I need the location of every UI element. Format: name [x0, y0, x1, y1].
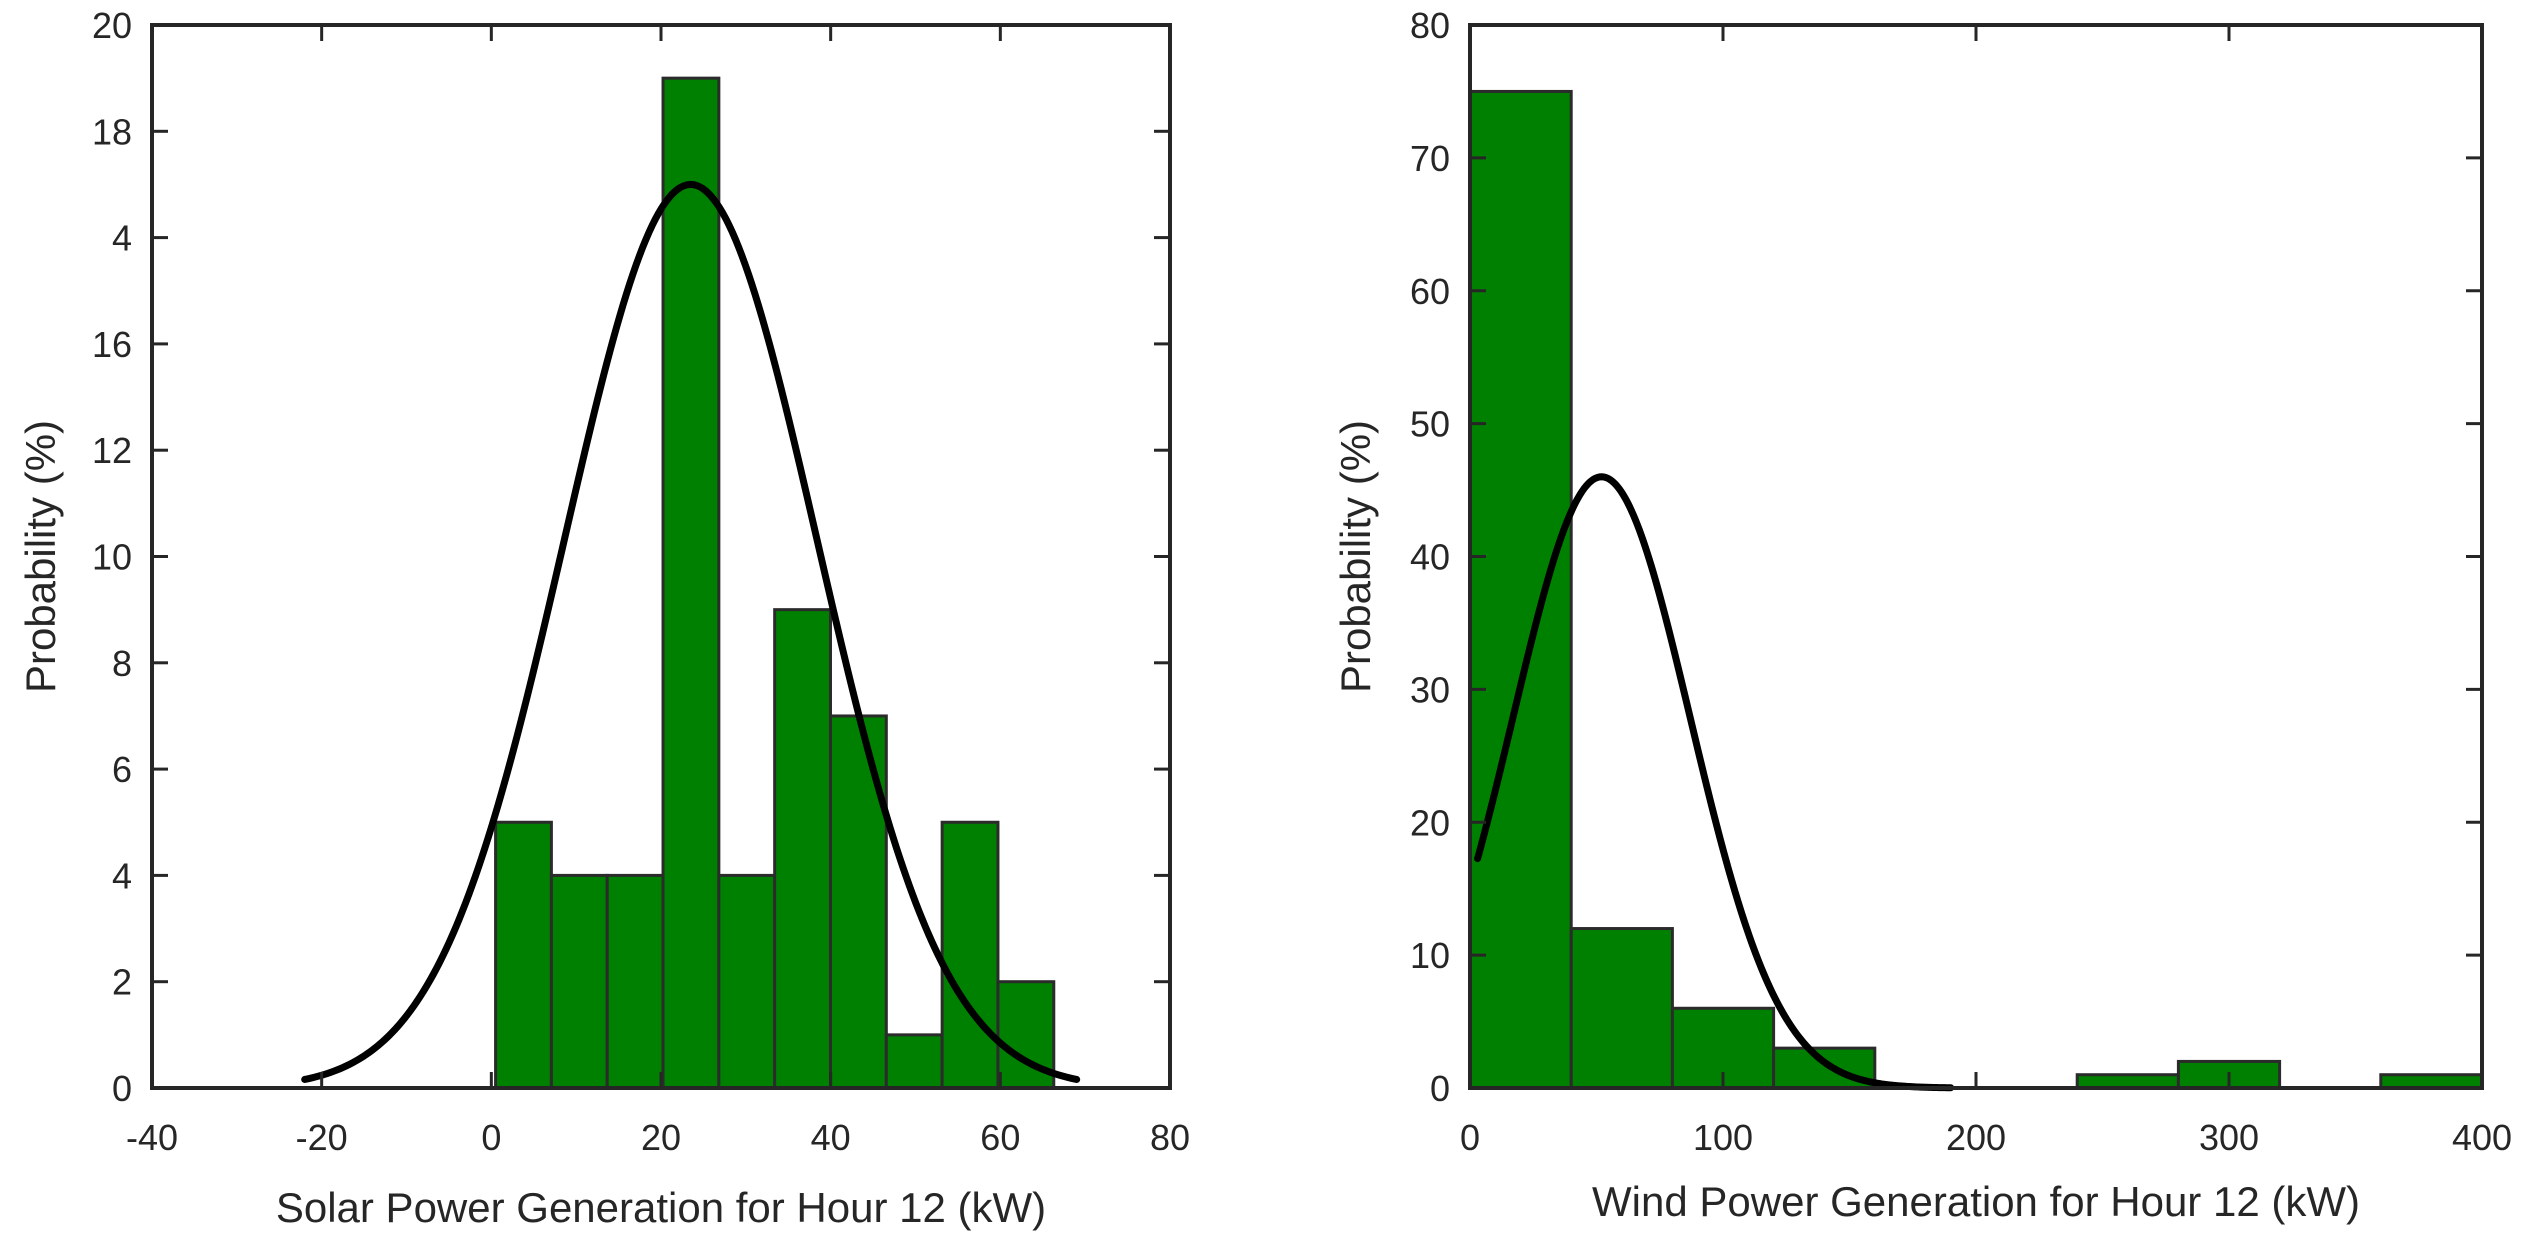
solar-y-tick-label: 6 — [112, 749, 132, 790]
wind-y-tick-label: 60 — [1410, 271, 1450, 312]
wind-histogram-chart: 0 100 200 300 400 0 10 20 30 40 50 60 70 80 Wind Powe… — [1332, 5, 2512, 1225]
solar-y-axis-label: Probability (%) — [17, 420, 64, 693]
solar-x-tick-label: 20 — [641, 1117, 681, 1158]
solar-bar-5 — [717, 873, 777, 1090]
wind-y-tick-label: 0 — [1430, 1068, 1450, 1109]
solar-y-tick-label: 4 — [112, 855, 132, 896]
solar-bars — [494, 76, 1056, 1090]
solar-y-tick-label: 10 — [92, 537, 132, 578]
solar-bar-7 — [828, 714, 888, 1090]
solar-bar-1 — [494, 820, 553, 1090]
solar-ticks: -40 -20 0 20 40 60 80 0 2 4 6 8 10 12 16 4 18 20 — [92, 5, 1190, 1158]
wind-x-tick-label: 400 — [2452, 1117, 2512, 1158]
wind-x-tick-label: 200 — [1946, 1117, 2006, 1158]
wind-y-tick-label: 80 — [1410, 5, 1450, 46]
solar-y-tick-label: 18 — [92, 111, 132, 152]
wind-x-tick-label: 100 — [1693, 1117, 1753, 1158]
solar-y-tick-label: 4 — [112, 218, 132, 259]
solar-bar-3 — [605, 873, 665, 1090]
solar-y-tick-label: 8 — [112, 643, 132, 684]
wind-x-tick-label: 0 — [1460, 1117, 1480, 1158]
solar-x-axis-label: Solar Power Generation for Hour 12 (kW) — [276, 1184, 1046, 1231]
wind-y-tick-label: 50 — [1410, 404, 1450, 445]
wind-bar-2 — [1569, 927, 1674, 1090]
solar-x-tick-label: 40 — [811, 1117, 851, 1158]
wind-y-tick-label: 40 — [1410, 537, 1450, 578]
wind-y-tick-label: 70 — [1410, 138, 1450, 179]
solar-bar-4 — [661, 76, 721, 1090]
wind-bar-1 — [1468, 89, 1573, 1090]
solar-x-tick-label: 60 — [980, 1117, 1020, 1158]
wind-normal-fit-curve — [1474, 473, 1955, 1092]
wind-x-tick-label: 300 — [2199, 1117, 2259, 1158]
solar-y-tick-label: 2 — [112, 962, 132, 1003]
wind-x-axis-label: Wind Power Generation for Hour 12 (kW) — [1592, 1178, 2360, 1225]
solar-y-tick-label: 20 — [92, 5, 132, 46]
solar-bar-6 — [773, 608, 832, 1090]
wind-ticks: 0 100 200 300 400 0 10 20 30 40 50 60 70 80 — [1410, 5, 2512, 1158]
solar-histogram-chart: -40 -20 0 20 40 60 80 0 2 4 6 8 10 12 16 4 18 20 Solar Po… — [17, 5, 1190, 1231]
solar-x-tick-label: -40 — [126, 1117, 178, 1158]
solar-bar-9 — [940, 820, 1000, 1090]
solar-x-tick-label: 0 — [481, 1117, 501, 1158]
solar-y-tick-label: 0 — [112, 1068, 132, 1109]
wind-y-tick-label: 30 — [1410, 669, 1450, 710]
solar-y-tick-label: 16 — [92, 324, 132, 365]
solar-bar-2 — [549, 873, 609, 1090]
solar-y-tick-label: 12 — [92, 430, 132, 471]
wind-y-axis-label: Probability (%) — [1332, 420, 1379, 693]
wind-y-tick-label: 20 — [1410, 802, 1450, 843]
wind-bars — [1468, 89, 2484, 1090]
solar-x-tick-label: -20 — [296, 1117, 348, 1158]
solar-bar-8 — [884, 1033, 944, 1090]
wind-y-tick-label: 10 — [1410, 935, 1450, 976]
solar-x-tick-label: 80 — [1150, 1117, 1190, 1158]
solar-normal-fit-curve — [301, 180, 1081, 1083]
